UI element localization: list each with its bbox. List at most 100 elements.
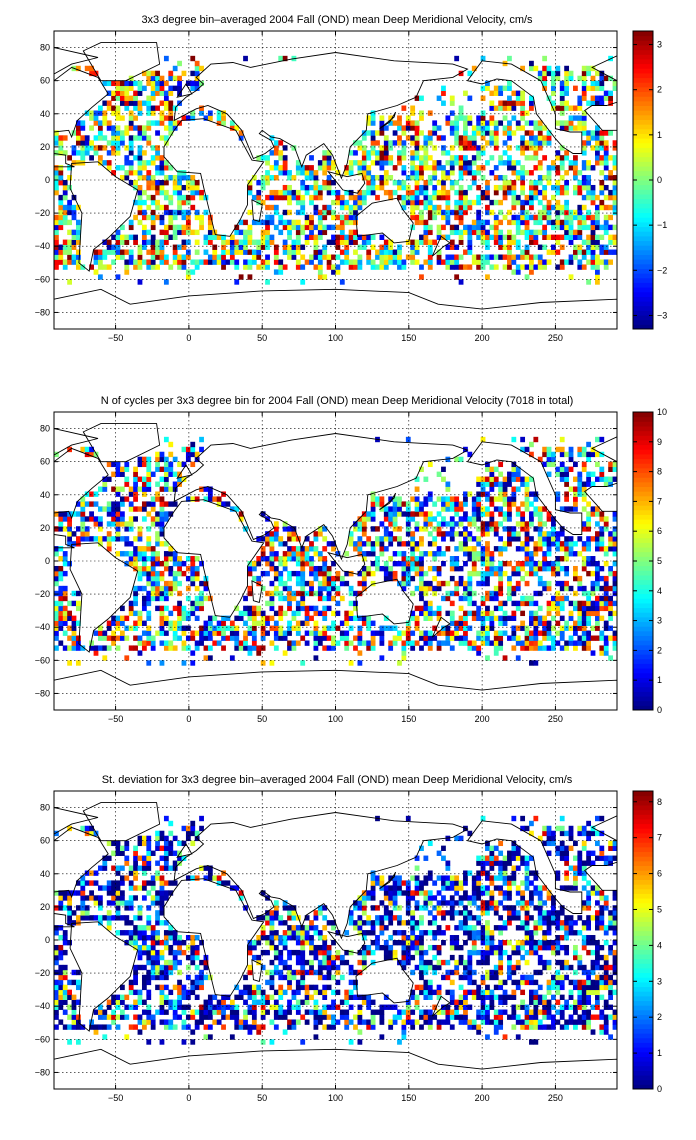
heatmap-cell — [586, 184, 592, 191]
heatmap-cell — [463, 135, 468, 141]
heatmap-cell — [383, 150, 389, 156]
heatmap-cell — [84, 536, 90, 542]
heatmap-cell — [476, 501, 482, 507]
colorbar-segment — [633, 124, 653, 130]
heatmap-cell — [555, 496, 561, 502]
heatmap-cell — [313, 605, 319, 612]
heatmap-cell — [458, 194, 464, 201]
heatmap-cell — [366, 254, 372, 260]
x-tick-label: −50 — [108, 714, 123, 724]
heatmap-cell — [106, 165, 112, 171]
heatmap-cell — [551, 570, 556, 577]
heatmap-cell — [454, 55, 460, 62]
heatmap-cell — [146, 536, 152, 542]
heatmap-cell — [331, 160, 336, 166]
heatmap-cell — [133, 1024, 138, 1030]
heatmap-cell — [163, 55, 169, 62]
heatmap-cell — [397, 526, 402, 532]
heatmap-cell — [150, 1024, 156, 1030]
heatmap-cell — [282, 580, 288, 587]
heatmap-cell — [524, 130, 530, 136]
heatmap-cell — [463, 491, 468, 497]
heatmap-cell — [207, 635, 213, 641]
heatmap-cell — [348, 1019, 354, 1025]
heatmap-cell — [410, 259, 416, 265]
heatmap-cell — [159, 115, 165, 121]
heatmap-cell — [507, 531, 512, 537]
heatmap-cell — [291, 1024, 297, 1030]
heatmap-cell — [397, 1039, 402, 1045]
heatmap-cell — [551, 194, 556, 201]
heatmap-cell — [102, 536, 108, 542]
heatmap-cell — [502, 526, 508, 532]
heatmap-cell — [454, 155, 460, 161]
heatmap-cell — [185, 214, 191, 221]
heatmap-cell — [423, 570, 429, 577]
heatmap-cell — [199, 224, 204, 231]
heatmap-cell — [529, 194, 534, 201]
heatmap-cell — [300, 170, 306, 176]
heatmap-cell — [559, 645, 565, 651]
heatmap-cell — [445, 219, 451, 226]
heatmap-cell — [168, 165, 174, 171]
heatmap-cell — [555, 541, 561, 547]
heatmap-cell — [291, 536, 297, 542]
heatmap-cell — [529, 100, 534, 106]
heatmap-cell — [155, 120, 160, 126]
heatmap-cell — [243, 229, 248, 236]
heatmap-cell — [590, 80, 596, 87]
heatmap-cell — [458, 204, 464, 211]
heatmap-cell — [282, 249, 288, 255]
heatmap-cell — [410, 575, 416, 582]
heatmap-cell — [146, 575, 152, 582]
heatmap-cell — [260, 264, 266, 270]
heatmap-cell — [577, 120, 583, 126]
heatmap-cell — [331, 1024, 336, 1030]
heatmap-cell — [524, 481, 530, 487]
heatmap-cell — [388, 155, 394, 161]
heatmap-cell — [75, 229, 81, 236]
heatmap-cell — [137, 585, 143, 592]
heatmap-cell — [326, 570, 332, 577]
heatmap-cell — [124, 481, 130, 487]
heatmap-cell — [573, 501, 578, 507]
heatmap-cell — [454, 620, 460, 626]
heatmap-cell — [238, 274, 244, 280]
heatmap-cell — [612, 575, 618, 582]
heatmap-cell — [102, 115, 108, 121]
heatmap-cell — [137, 476, 143, 482]
x-tick-label: 200 — [475, 333, 490, 343]
heatmap-cell — [577, 115, 583, 121]
heatmap-cell — [476, 234, 482, 240]
heatmap-cell — [260, 511, 266, 517]
heatmap-cell — [463, 585, 468, 592]
heatmap-cell — [326, 184, 332, 191]
heatmap-cell — [577, 75, 583, 82]
heatmap-cell — [427, 610, 433, 617]
heatmap-cell — [150, 506, 156, 512]
heatmap-cell — [608, 259, 613, 265]
heatmap-cell — [54, 180, 59, 186]
heatmap-cell — [357, 536, 363, 542]
heatmap-cell — [383, 625, 389, 631]
heatmap-cell — [493, 1014, 499, 1020]
heatmap-cell — [383, 615, 389, 621]
heatmap-cell — [581, 615, 587, 621]
colorbar-segment — [633, 77, 653, 83]
heatmap-cell — [119, 254, 125, 260]
heatmap-cell — [326, 585, 332, 592]
heatmap-cell — [357, 244, 363, 250]
heatmap-cell — [511, 194, 517, 201]
heatmap-cell — [449, 184, 455, 191]
heatmap-cell — [304, 239, 310, 245]
heatmap-cell — [221, 1024, 226, 1030]
heatmap-cell — [595, 234, 600, 240]
heatmap-cell — [331, 546, 336, 552]
heatmap-cell — [331, 209, 336, 216]
heatmap-cell — [133, 80, 138, 87]
heatmap-cell — [573, 189, 578, 196]
heatmap-cell — [273, 610, 279, 617]
heatmap-cell — [291, 556, 297, 562]
heatmap-cell — [458, 155, 464, 161]
heatmap-cell — [480, 165, 486, 171]
